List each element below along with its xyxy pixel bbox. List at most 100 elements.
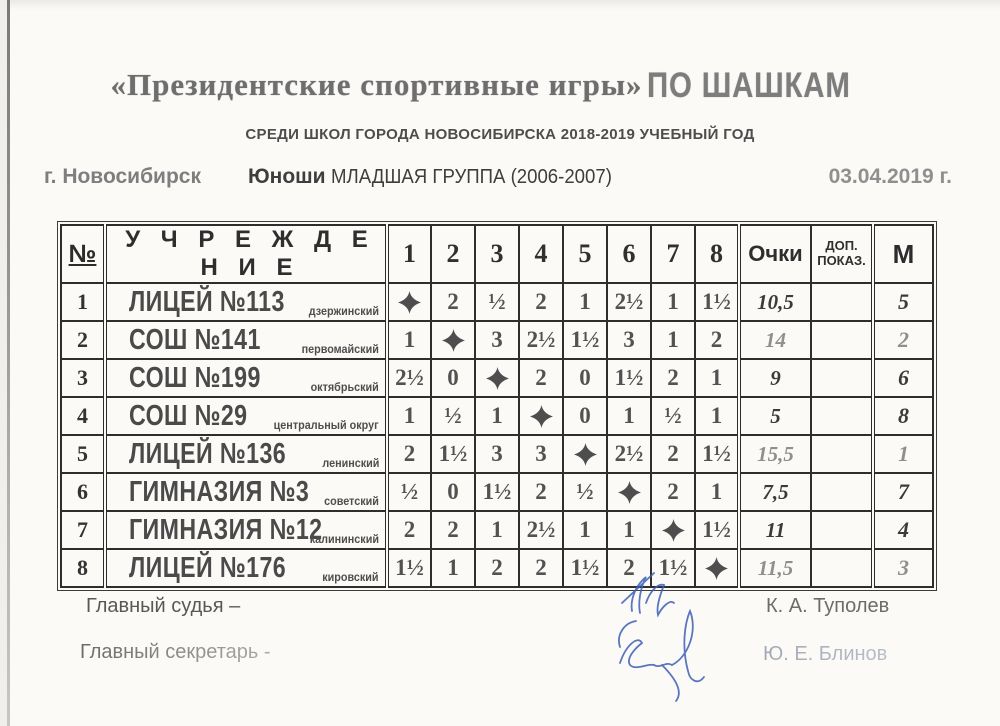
result-cell: 0 <box>562 358 608 398</box>
scan-edge-shadow <box>7 0 10 726</box>
result-cell: 3 <box>474 434 520 474</box>
extra-indicator-cell <box>810 358 874 398</box>
district-name: дзержинский <box>308 304 379 318</box>
table-row: 7 ГИМНАЗИЯ №12 калининский 2 2 1 2½ 1 1 1½ 11 4 <box>60 510 934 550</box>
table-row: 3 СОШ №199 октябрьский 2½ 0 2 0 1½ 2 1 9 6 <box>60 358 934 398</box>
institution-cell: СОШ №199 октябрьский <box>103 358 388 398</box>
school-name: ГИМНАЗИЯ №3 <box>129 475 310 508</box>
result-cell: 2 <box>518 358 564 398</box>
result-cell: 1 <box>650 320 696 360</box>
header-round-7: 7 <box>650 224 696 284</box>
table-row: 5 ЛИЦЕЙ №136 ленинский 2 1½ 3 3 2½ 2 1½ 15,5 1 <box>60 434 934 474</box>
secretary-signature-icon <box>618 608 705 702</box>
extra-indicator-cell <box>810 548 874 588</box>
result-cell: 3 <box>474 320 520 360</box>
points-cell: 11,5 <box>737 548 812 588</box>
self-game-cell <box>385 282 432 322</box>
chief-judge-label: Главный судья – <box>86 595 241 617</box>
group-label: Юноши МЛАДШАЯ ГРУППА (2006-2007) <box>248 165 634 189</box>
document-title: «Президентские спортивные игры» ПО ШАШКА… <box>0 66 1000 106</box>
table-row: 6 ГИМНАЗИЯ №3 советский ½ 0 1½ 2 ½ 2 1 7,5 7 <box>60 472 934 512</box>
school-name: ЛИЦЕЙ №113 <box>129 285 285 318</box>
result-cell: 2 <box>694 320 740 360</box>
extra-indicator-cell <box>810 510 874 550</box>
header-round-2: 2 <box>430 224 476 284</box>
self-game-cell <box>606 472 652 512</box>
scan-page-edge <box>0 0 7 726</box>
self-game-cell <box>518 396 564 436</box>
chief-judge-name: К. А. Туполев <box>766 595 890 617</box>
result-cell: 2 <box>430 282 476 322</box>
result-cell: 1 <box>385 396 432 436</box>
district-name: калининский <box>309 532 379 546</box>
institution-cell: ЛИЦЕЙ №136 ленинский <box>103 434 388 474</box>
group-gender: Юноши <box>248 165 326 188</box>
result-cell: 2½ <box>518 320 564 360</box>
result-cell: 2 <box>430 510 476 550</box>
city-label: г. Новосибирск <box>44 165 201 188</box>
self-game-cell <box>650 510 696 550</box>
institution-cell: ГИМНАЗИЯ №3 советский <box>103 472 388 512</box>
district-name: центральный округ <box>274 418 379 432</box>
row-number: 5 <box>60 434 106 474</box>
row-number: 6 <box>60 472 106 512</box>
header-extra-indicator: ДОП. ПОКАЗ. <box>810 224 874 284</box>
extra-indicator-cell <box>810 434 874 474</box>
self-game-star-icon <box>661 518 685 542</box>
points-cell: 11 <box>737 510 812 550</box>
header-round-5: 5 <box>562 224 608 284</box>
place-cell: 5 <box>871 282 934 322</box>
result-cell: 1 <box>606 396 652 436</box>
header-round-4: 4 <box>518 224 564 284</box>
result-cell: ½ <box>562 472 608 512</box>
extra-indicator-cell <box>810 396 874 436</box>
row-number: 7 <box>60 510 106 550</box>
self-game-star-icon <box>441 328 465 352</box>
row-number: 2 <box>60 320 106 360</box>
result-cell: 1 <box>474 510 520 550</box>
result-cell: 1½ <box>694 510 740 550</box>
header-round-1: 1 <box>385 224 432 284</box>
title-quoted-part: «Президентские спортивные игры» <box>110 67 643 102</box>
result-cell: 2½ <box>606 282 652 322</box>
result-cell: 2 <box>518 472 564 512</box>
row-number: 3 <box>60 358 106 398</box>
district-name: советский <box>324 494 379 508</box>
result-cell: 1½ <box>694 282 740 322</box>
result-cell: 2 <box>650 434 696 474</box>
extra-indicator-cell <box>810 282 874 322</box>
place-cell: 7 <box>871 472 934 512</box>
result-cell: 1½ <box>694 434 740 474</box>
event-date: 03.04.2019 г. <box>828 165 952 188</box>
document-subtitle: СРЕДИ ШКОЛ ГОРОДА НОВОСИБИРСКА 2018-2019… <box>245 126 755 143</box>
row-number: 4 <box>60 396 106 436</box>
results-table: № У Ч Р Е Ж Д Е Н И Е 1 2 3 4 5 6 7 8 Очки ДОП. ПОКА… <box>57 221 937 591</box>
title-caps-part: ПО ШАШКАМ <box>647 66 851 105</box>
header-round-8: 8 <box>694 224 740 284</box>
school-name: СОШ №141 <box>129 323 261 356</box>
result-cell: 2½ <box>606 434 652 474</box>
result-cell: 2 <box>650 472 696 512</box>
header-round-3: 3 <box>474 224 520 284</box>
header-number: № <box>60 224 106 284</box>
school-name: ГИМНАЗИЯ №12 <box>129 513 323 546</box>
chief-secretary-name: Ю. Е. Блинов <box>763 643 888 665</box>
result-cell: ½ <box>430 396 476 436</box>
row-number: 1 <box>60 282 106 322</box>
result-cell: 2 <box>385 434 432 474</box>
result-cell: 2 <box>518 548 564 588</box>
result-cell: ½ <box>650 396 696 436</box>
result-cell: 2½ <box>518 510 564 550</box>
points-cell: 5 <box>737 396 812 436</box>
result-cell: 1½ <box>650 548 696 588</box>
self-game-star-icon <box>529 404 553 428</box>
result-cell: 3 <box>606 320 652 360</box>
school-name: СОШ №199 <box>129 361 261 394</box>
table-row: 8 ЛИЦЕЙ №176 кировский 1½ 1 2 2 1½ 2 1½ 11,5 3 <box>60 548 934 588</box>
header-points: Очки <box>737 224 812 284</box>
result-cell: 1½ <box>562 320 608 360</box>
result-cell: 0 <box>562 396 608 436</box>
table-row: 4 СОШ №29 центральный округ 1 ½ 1 0 1 ½ 1 5 8 <box>60 396 934 436</box>
result-cell: 0 <box>430 472 476 512</box>
